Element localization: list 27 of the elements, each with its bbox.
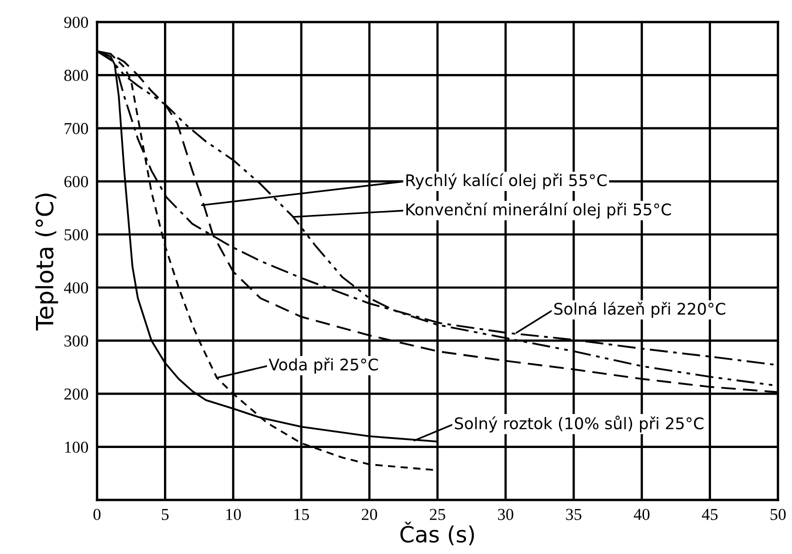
x-tick-label: 40 — [634, 508, 650, 520]
x-tick-label: 30 — [498, 508, 514, 520]
y-tick-label: 700 — [64, 122, 88, 134]
y-tick-label: 300 — [64, 335, 88, 347]
y-tick-label: 500 — [64, 229, 88, 240]
y-tick-label: 600 — [64, 176, 88, 188]
x-tick-label: 50 — [770, 508, 786, 520]
x-tick-label: 35 — [566, 508, 582, 520]
x-tick-label: 10 — [226, 508, 241, 520]
annotation: Konvenční minerální olej při 55°C — [406, 202, 671, 219]
y-tick-label: 900 — [64, 16, 88, 28]
annotation: Rychlý kalící olej při 55°C — [406, 173, 607, 190]
annotation: Solná lázeň při 220°C — [554, 302, 726, 318]
x-tick-label: 5 — [162, 508, 169, 520]
x-tick-label: 20 — [362, 508, 378, 520]
annotation: Solný roztok (10% sůl) při 25°C — [454, 416, 704, 432]
y-tick-label: 100 — [65, 442, 88, 453]
annotation: Voda při 25°C — [268, 358, 378, 374]
x-tick-label: 15 — [294, 508, 309, 520]
x-tick-label: 25 — [430, 508, 446, 520]
y-tick-label: 800 — [64, 70, 88, 82]
y-tick-label: 200 — [64, 388, 88, 400]
x-tick-label: 45 — [702, 508, 718, 520]
y-tick-label: 400 — [64, 282, 88, 294]
x-axis-title: Čas (s) — [400, 522, 474, 546]
y-axis-title: Teplota (°C) — [35, 194, 58, 331]
x-tick-label: 0 — [93, 508, 101, 520]
